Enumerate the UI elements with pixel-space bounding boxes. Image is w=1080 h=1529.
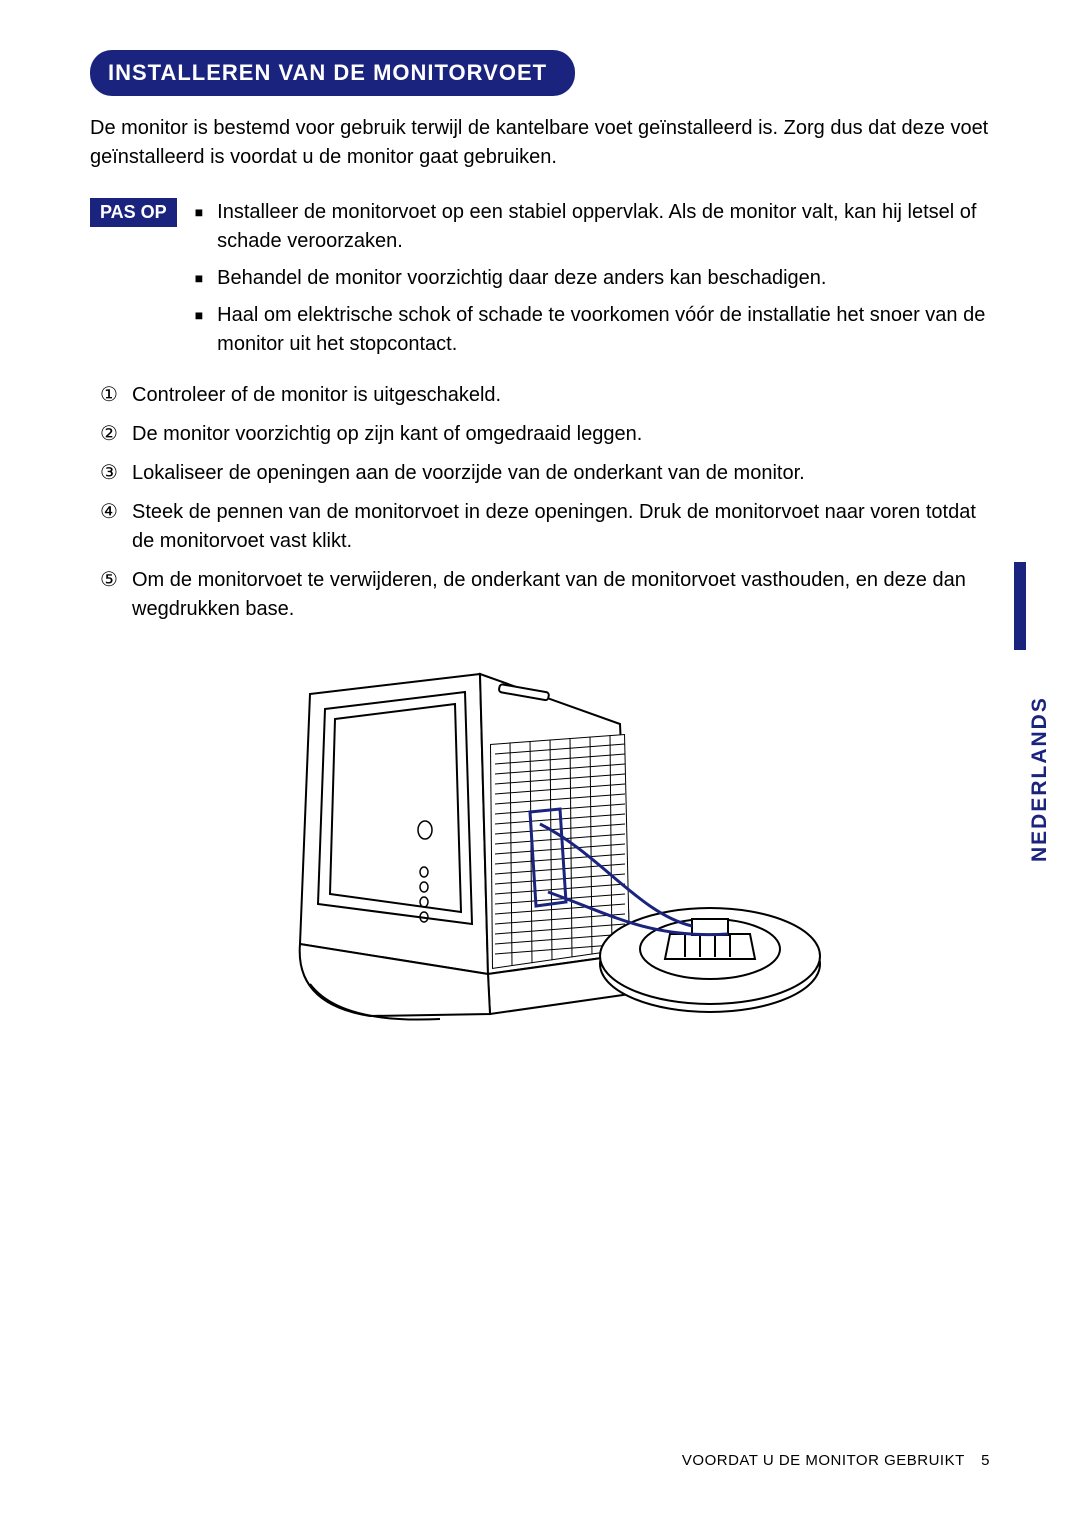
- language-tab: NEDERLANDS: [990, 430, 1026, 650]
- caution-item-text: Haal om elektrische schok of schade te v…: [217, 301, 990, 359]
- step-text: Steek de pennen van de monitorvoet in de…: [132, 498, 990, 556]
- caution-item: ■Haal om elektrische schok of schade te …: [195, 301, 990, 359]
- caution-item-text: Behandel de monitor voorzichtig daar dez…: [217, 264, 826, 293]
- footer-page-number: 5: [981, 1452, 990, 1469]
- language-tab-text: NEDERLANDS: [1028, 650, 1052, 870]
- square-bullet-icon: ■: [195, 264, 203, 293]
- caution-block: PAS OP ■Installeer de monitorvoet op een…: [90, 198, 990, 367]
- step-item: ③Lokaliseer de openingen aan de voorzijd…: [100, 459, 990, 488]
- step-item: ①Controleer of de monitor is uitgeschake…: [100, 381, 990, 410]
- step-number: ①: [100, 381, 132, 410]
- step-item: ④Steek de pennen van de monitorvoet in d…: [100, 498, 990, 556]
- square-bullet-icon: ■: [195, 301, 203, 359]
- steps-list: ①Controleer of de monitor is uitgeschake…: [90, 381, 990, 624]
- footer-section: VOORDAT U DE MONITOR GEBRUIKT: [682, 1452, 965, 1469]
- step-number: ⑤: [100, 566, 132, 624]
- step-number: ④: [100, 498, 132, 556]
- step-item: ⑤Om de monitorvoet te verwijderen, de on…: [100, 566, 990, 624]
- step-text: Om de monitorvoet te verwijderen, de ond…: [132, 566, 990, 624]
- caution-item: ■Installeer de monitorvoet op een stabie…: [195, 198, 990, 256]
- step-text: Lokaliseer de openingen aan de voorzijde…: [132, 459, 805, 488]
- section-title: INSTALLEREN VAN DE MONITORVOET: [90, 50, 575, 96]
- caution-item-text: Installeer de monitorvoet op een stabiel…: [217, 198, 990, 256]
- step-item: ②De monitor voorzichtig op zijn kant of …: [100, 420, 990, 449]
- step-number: ③: [100, 459, 132, 488]
- caution-item: ■ Behandel de monitor voorzichtig daar de…: [195, 264, 990, 293]
- caution-list: ■Installeer de monitorvoet op een stabie…: [195, 198, 990, 367]
- step-text: Controleer of de monitor is uitgeschakel…: [132, 381, 501, 410]
- step-number: ②: [100, 420, 132, 449]
- language-tab-bar: [1014, 562, 1026, 650]
- page-footer: VOORDAT U DE MONITOR GEBRUIKT 5: [682, 1452, 990, 1469]
- caution-label: PAS OP: [90, 198, 177, 227]
- monitor-illustration: [90, 644, 990, 1079]
- square-bullet-icon: ■: [195, 198, 203, 256]
- step-text: De monitor voorzichtig op zijn kant of o…: [132, 420, 642, 449]
- intro-paragraph: De monitor is bestemd voor gebruik terwi…: [90, 114, 990, 172]
